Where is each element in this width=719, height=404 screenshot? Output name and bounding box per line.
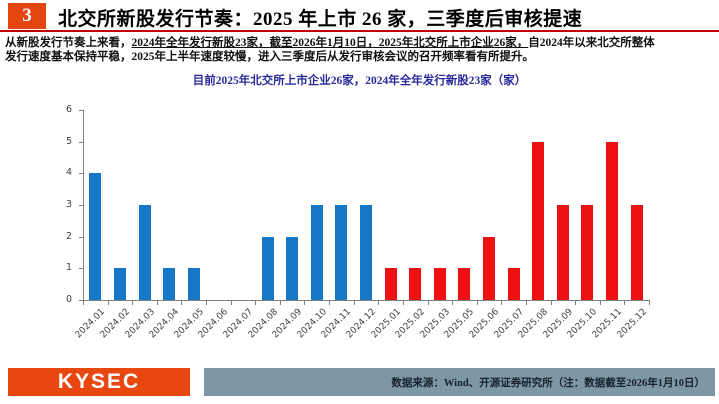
bar-2024.01 (89, 173, 101, 300)
x-tick (280, 301, 281, 305)
bar-2024.10 (311, 205, 323, 300)
bar-2024.04 (163, 268, 175, 300)
ipo-monthly-bar-chart: 0 1 2 3 4 5 6 2024.01 2024.02 2024.03 2024.04 2024.… (65, 104, 650, 340)
bar-2025.09 (557, 205, 569, 300)
bar-2025.01 (385, 268, 397, 300)
data-source-note: 数据来源：Wind、开源证券研究所（注：数据截至2026年1月10日） (204, 368, 715, 396)
bar-2025.12 (631, 205, 643, 300)
bar-2024.03 (139, 205, 151, 300)
summary-line1-rest: 自2024年以来北交所整体 (528, 37, 655, 49)
slide-number-badge: 3 (8, 3, 46, 29)
x-tick (329, 301, 330, 305)
bar-2024.02 (114, 268, 126, 300)
x-tick (304, 301, 305, 305)
bar-2025.11 (606, 142, 618, 300)
x-tick (600, 301, 601, 305)
bar-2024.12 (360, 205, 372, 300)
bar-2025.02 (409, 268, 421, 300)
summary-lead: 从新股发行节奏上来看， (5, 37, 132, 49)
x-tick (403, 301, 404, 305)
x-tick (108, 301, 109, 305)
bar-2025.07 (508, 268, 520, 300)
x-tick (624, 301, 625, 305)
x-tick (526, 301, 527, 305)
y-tick-label: 1 (65, 262, 72, 273)
y-tick-label: 0 (65, 294, 72, 305)
y-tick (79, 237, 83, 238)
title-divider-rule (0, 30, 719, 32)
bar-2024.11 (335, 205, 347, 300)
summary-line-1: 从新股发行节奏上来看，2024年全年发行新股23家，截至2026年1月10日，2… (5, 37, 717, 51)
x-tick (378, 301, 379, 305)
x-tick (551, 301, 552, 305)
x-tick (354, 301, 355, 305)
x-tick (206, 301, 207, 305)
y-tick (79, 300, 83, 301)
y-tick-label: 5 (65, 136, 72, 147)
chart-title: 目前2025年北交所上市企业26家，2024年全年发行新股23家（家） (192, 75, 527, 87)
bar-2025.10 (581, 205, 593, 300)
x-tick (132, 301, 133, 305)
y-tick (79, 110, 83, 111)
y-tick (79, 205, 83, 206)
bar-2025.03 (434, 268, 446, 300)
x-tick (649, 301, 650, 305)
x-tick (231, 301, 232, 305)
summary-paragraph: 从新股发行节奏上来看，2024年全年发行新股23家，截至2026年1月10日，2… (5, 37, 717, 64)
x-tick (452, 301, 453, 305)
y-axis-line (83, 110, 84, 301)
x-tick (477, 301, 478, 305)
x-tick (83, 301, 84, 305)
x-tick (575, 301, 576, 305)
y-tick (79, 142, 83, 143)
x-axis-line (83, 300, 650, 301)
page-title: 北交所新股发行节奏：2025 年上市 26 家，三季度后审核提速 (58, 9, 583, 30)
y-tick (79, 268, 83, 269)
y-tick (79, 173, 83, 174)
x-tick (428, 301, 429, 305)
x-tick (255, 301, 256, 305)
summary-line-2: 发行速度基本保持平稳，2025年上半年速度较慢，进入三季度后从发行审核会议的召开… (5, 50, 534, 63)
y-tick-label: 3 (65, 199, 72, 210)
x-tick (501, 301, 502, 305)
bar-2025.05 (458, 268, 470, 300)
bar-2024.05 (188, 268, 200, 300)
bar-2025.06 (483, 237, 495, 300)
bar-2024.08 (262, 237, 274, 300)
summary-underlined-fact: 2024年全年发行新股23家，截至2026年1月10日，2025年北交所上市企业… (131, 37, 529, 49)
kysec-logo: KYSEC (8, 368, 190, 396)
y-tick-label: 2 (65, 231, 72, 242)
x-tick (157, 301, 158, 305)
bar-2025.08 (532, 142, 544, 300)
x-tick (181, 301, 182, 305)
y-tick-label: 4 (65, 167, 72, 178)
bar-2024.09 (286, 237, 298, 300)
y-tick-label: 6 (65, 104, 72, 115)
